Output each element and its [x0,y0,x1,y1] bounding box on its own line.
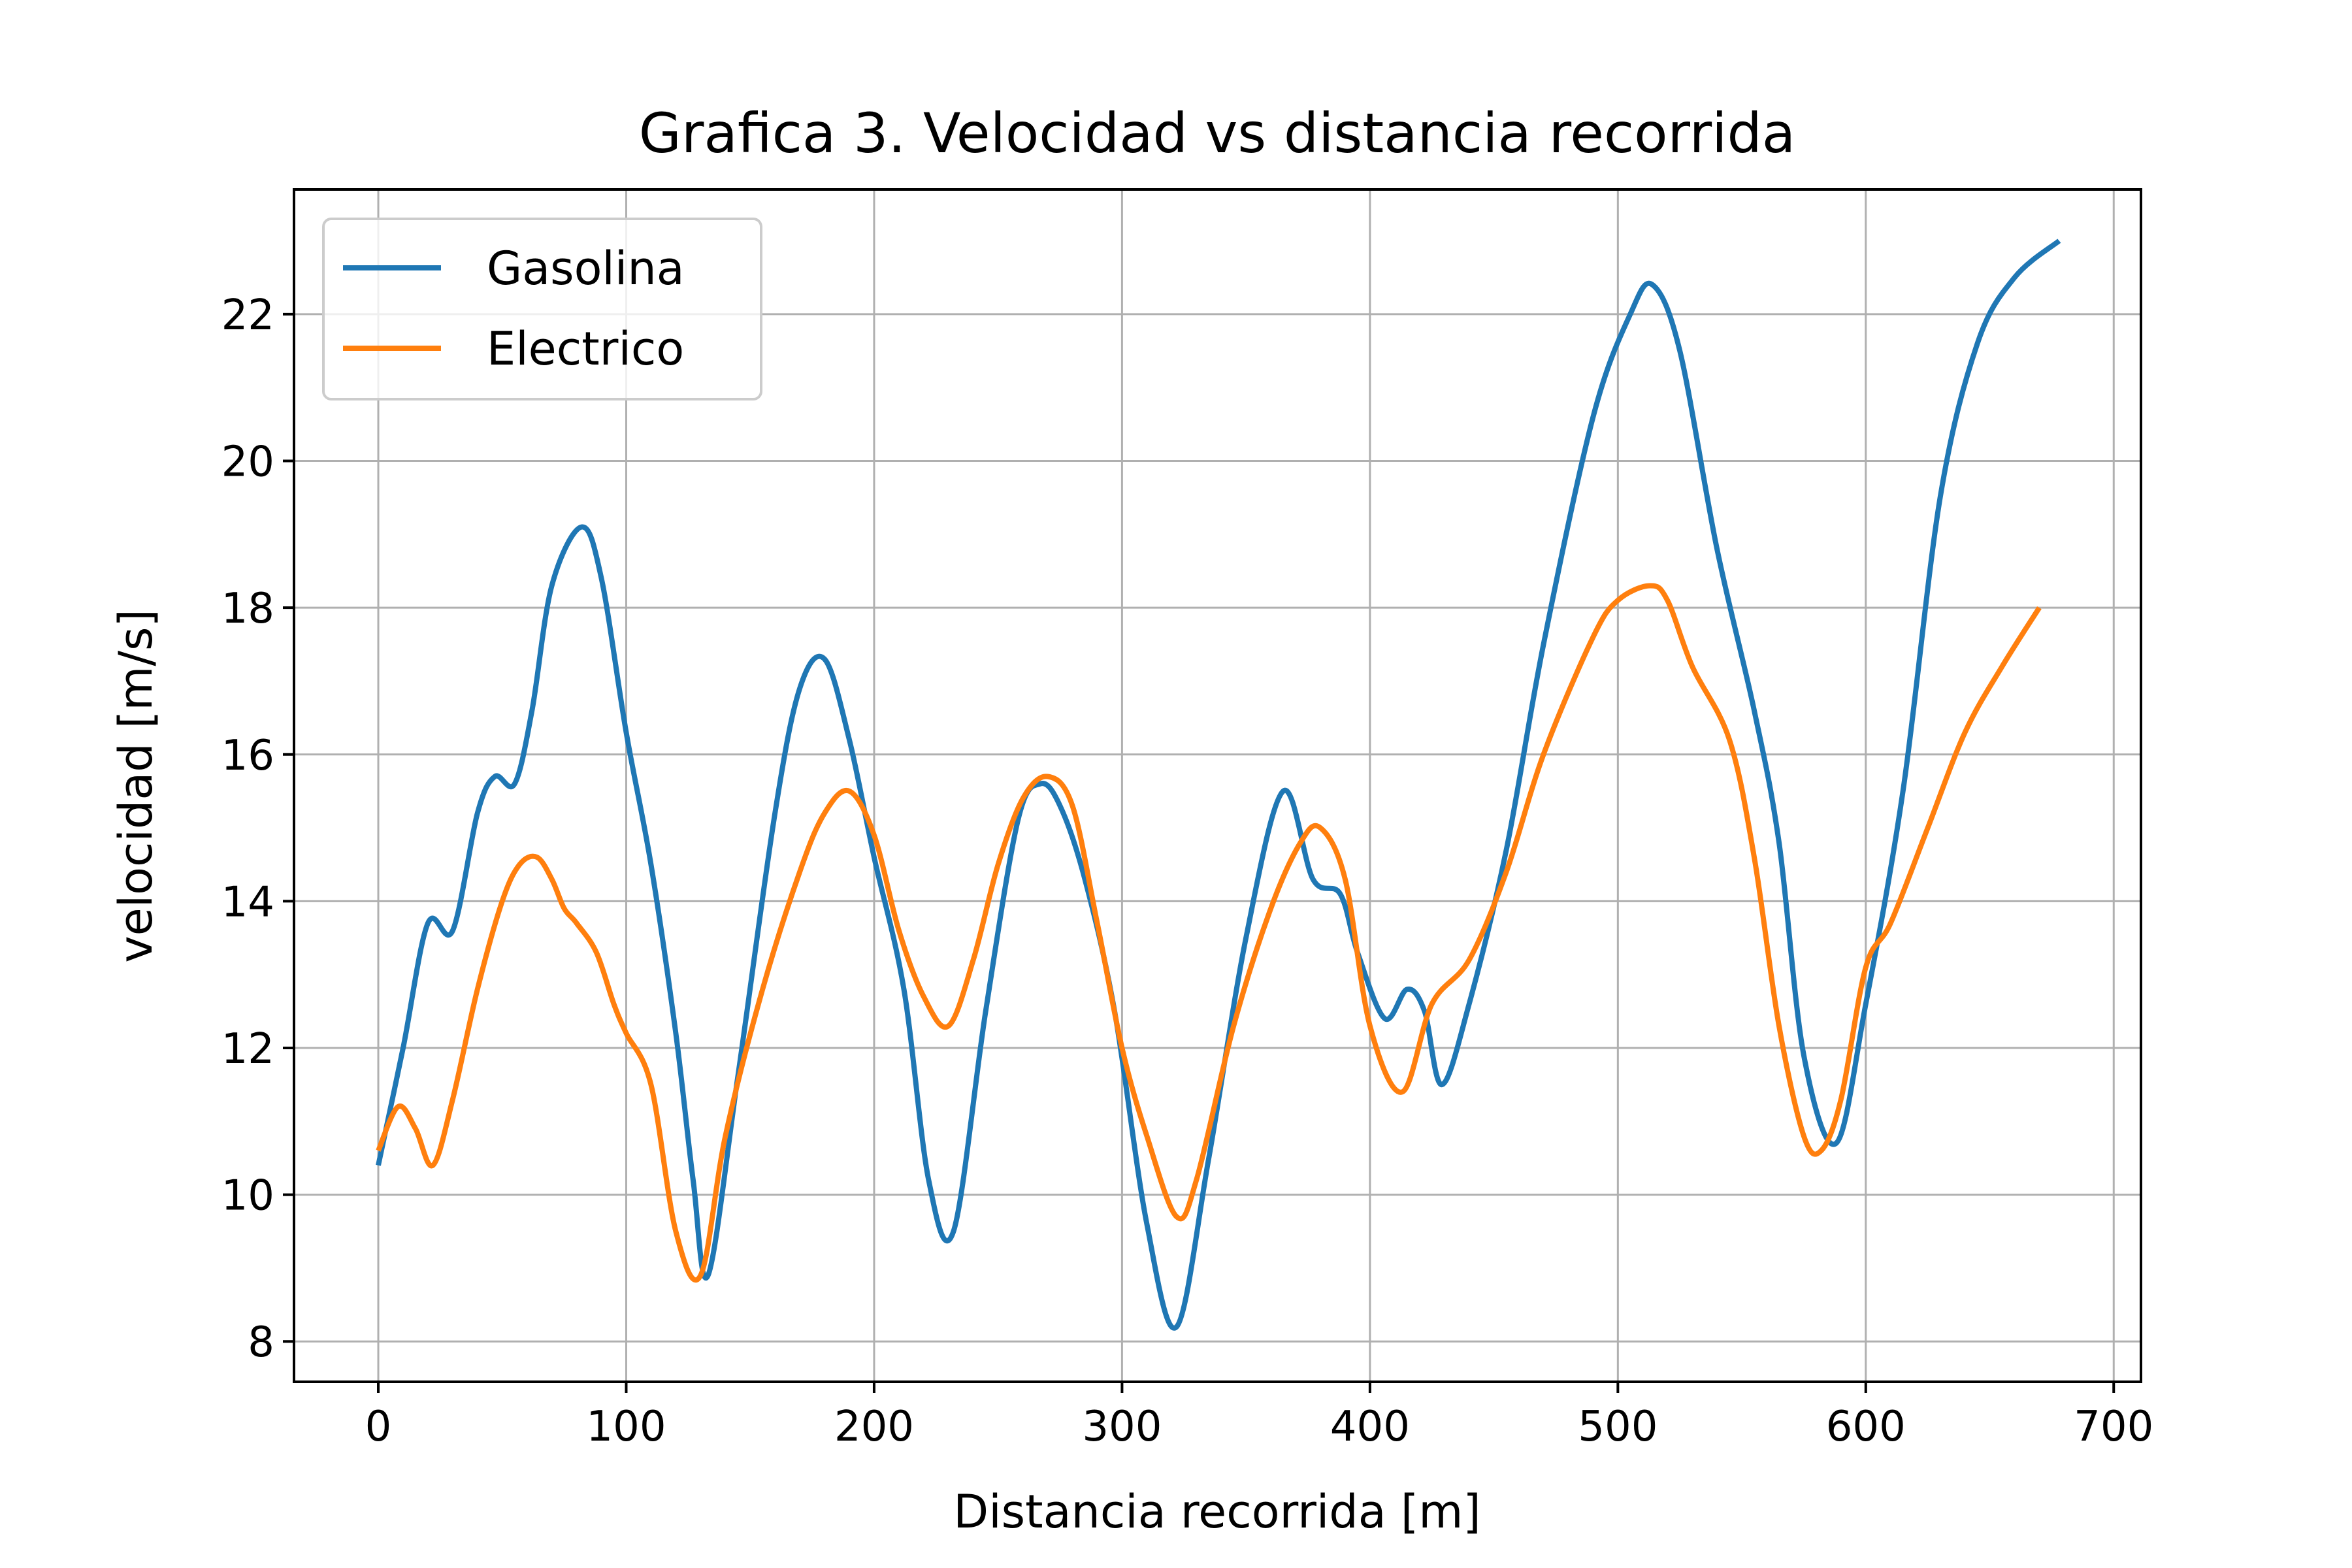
y-tick-label: 18 [221,585,274,633]
x-tick-label: 700 [2074,1403,2153,1451]
y-tick-label: 16 [221,732,274,780]
y-tick-label: 8 [248,1318,274,1367]
y-axis-label: velocidad [m/s] [109,609,163,963]
legend-label: Gasolina [487,242,685,295]
legend-label: Electrico [487,322,684,376]
y-tick-label: 14 [221,878,274,926]
legend-box [322,218,762,400]
ticks: 0 100 200 300 400 500 600 700 8 10 12 14 16 18 20 22 [221,291,2154,1451]
series-layer [376,238,2061,1331]
x-tick-label: 600 [1826,1403,1906,1451]
x-tick-label: 200 [834,1403,914,1451]
chart-title: Grafica 3. Velocidad vs distancia recorr… [639,101,1796,165]
x-axis-label: Distancia recorrida [m] [953,1485,1480,1539]
grid [294,189,2141,1382]
y-tick-label: 10 [221,1172,274,1220]
series-line-gasolina [376,238,2061,1331]
x-tick-label: 300 [1082,1403,1162,1451]
series-line-electrico [376,583,2042,1283]
y-tick-label: 12 [221,1025,274,1073]
x-tick-label: 400 [1330,1403,1410,1451]
x-tick-label: 100 [586,1403,666,1451]
y-tick-label: 20 [221,438,274,487]
legend: Gasolina Electrico [322,218,762,400]
y-tick-label: 22 [221,291,274,340]
x-tick-label: 0 [365,1403,392,1451]
plot-frame [293,188,2142,1383]
x-tick-label: 500 [1578,1403,1658,1451]
